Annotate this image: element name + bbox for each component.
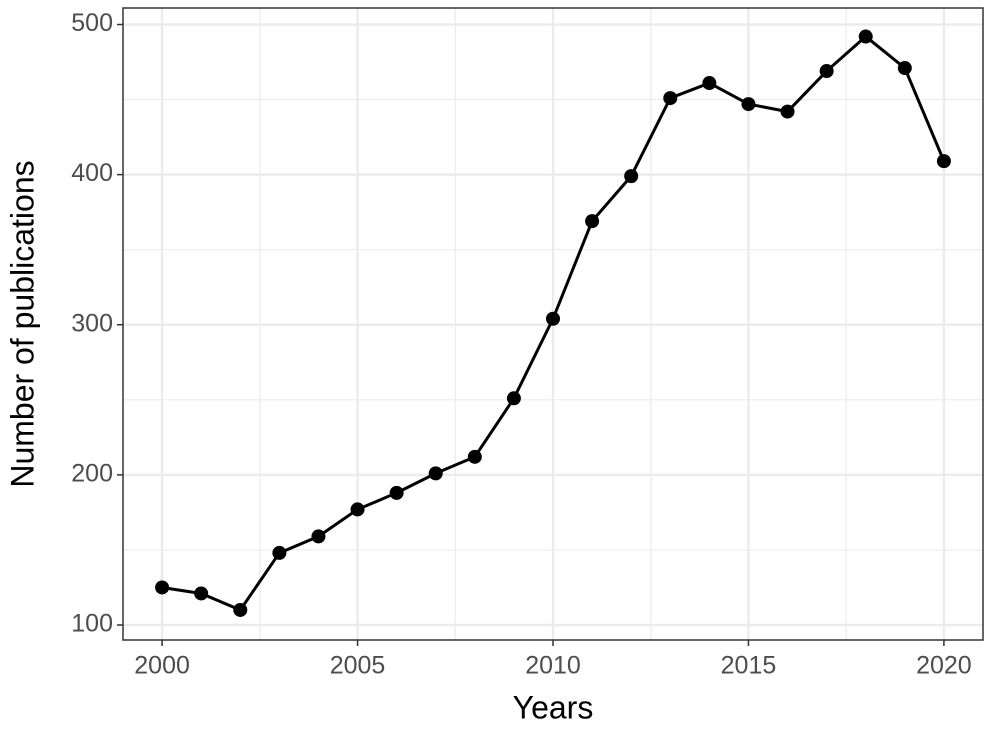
y-tick-label: 200 xyxy=(71,459,113,487)
data-point xyxy=(389,485,404,500)
data-point xyxy=(741,97,756,112)
x-axis-title: Years xyxy=(513,689,594,725)
data-point xyxy=(780,104,795,119)
data-point xyxy=(350,502,365,517)
data-point xyxy=(624,169,639,184)
x-tick-label: 2000 xyxy=(134,652,190,680)
data-point xyxy=(819,64,834,79)
x-tick-label: 2020 xyxy=(916,652,972,680)
data-point xyxy=(506,391,521,406)
data-point xyxy=(467,449,482,464)
data-point xyxy=(272,545,287,560)
data-point xyxy=(897,61,912,76)
data-point xyxy=(936,154,951,169)
x-tick-label: 2015 xyxy=(721,652,777,680)
y-tick-label: 300 xyxy=(71,309,113,337)
data-point xyxy=(155,580,170,595)
data-point xyxy=(858,29,873,44)
y-axis-title: Number of publications xyxy=(4,160,40,487)
data-point xyxy=(546,311,560,326)
data-point xyxy=(663,91,678,106)
data-point xyxy=(311,529,326,544)
y-tick-label: 400 xyxy=(71,159,113,187)
x-tick-label: 2005 xyxy=(330,652,386,680)
data-point xyxy=(428,466,443,481)
y-tick-label: 500 xyxy=(71,9,113,37)
data-point xyxy=(194,586,209,601)
x-tick-label: 2010 xyxy=(525,652,581,680)
data-point xyxy=(585,214,600,229)
panel-border xyxy=(122,7,984,641)
y-tick-label: 100 xyxy=(71,610,113,638)
data-point xyxy=(702,76,717,91)
data-point xyxy=(233,602,248,617)
